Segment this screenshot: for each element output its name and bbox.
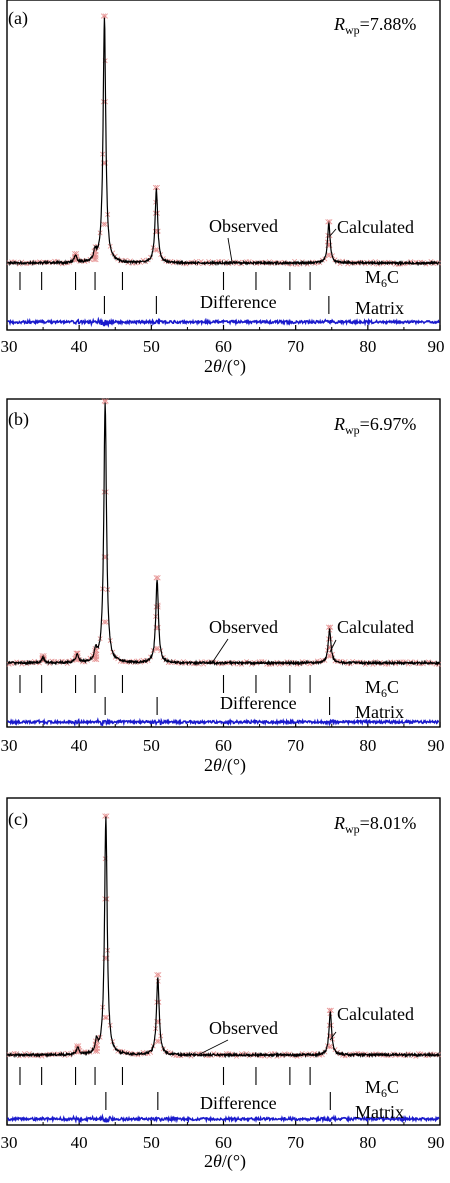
x-tick-label: 80 xyxy=(359,337,376,356)
x-axis-title-prefix: 2 xyxy=(204,356,213,376)
x-axis-title: 2θ/(°) xyxy=(204,1151,246,1172)
difference-label: Difference xyxy=(200,1093,277,1113)
m6c-phase-tail: C xyxy=(387,1077,399,1097)
rwp-label: Rwp=7.88% xyxy=(333,14,416,37)
x-tick-label: 80 xyxy=(359,736,376,755)
matrix-phase-label: Matrix xyxy=(355,1102,404,1122)
m6c-phase-subscript: 6 xyxy=(381,1086,387,1100)
matrix-phase-label: Matrix xyxy=(355,298,404,318)
x-axis-title-prefix: 2 xyxy=(204,1151,213,1171)
xrd-panel-c: 30 40 50 60 70 80 90 (c) Rwp=8.01% Observed Calcul… xyxy=(1,797,445,1172)
rwp-value: =6.97% xyxy=(360,414,417,434)
calculated-leader-line xyxy=(329,228,337,237)
m6c-phase-tail: C xyxy=(387,267,399,287)
x-tick-label: 60 xyxy=(215,1133,232,1152)
observed-label: Observed xyxy=(209,1018,278,1038)
x-axis-title: 2θ/(°) xyxy=(204,356,246,377)
calculated-leader-line xyxy=(329,1031,337,1041)
difference-series xyxy=(7,316,440,328)
m6c-phase-label: M6C xyxy=(365,677,399,700)
x-tick-label: 90 xyxy=(428,736,445,755)
panel-label: (b) xyxy=(8,409,29,430)
difference-series xyxy=(7,717,440,727)
x-tick-label: 90 xyxy=(428,1133,445,1152)
x-axis-title-prefix: 2 xyxy=(204,755,213,775)
x-tick-label: 30 xyxy=(1,736,18,755)
xrd-panel-b: 30 40 50 60 70 80 90 (b) Rwp=6.97% Observed Calcul… xyxy=(1,398,445,776)
x-tick-label: 40 xyxy=(71,1133,88,1152)
matrix-phase-label: Matrix xyxy=(355,702,404,722)
rwp-subscript: wp xyxy=(345,822,360,836)
x-tick-label: 90 xyxy=(428,337,445,356)
x-tick-label: 60 xyxy=(215,337,232,356)
m6c-phase-subscript: 6 xyxy=(381,686,387,700)
panel-label: (c) xyxy=(8,809,28,830)
calculated-series xyxy=(7,17,440,267)
rwp-label: Rwp=6.97% xyxy=(333,414,416,437)
rwp-symbol: R xyxy=(333,14,345,34)
m6c-phase-letter: M xyxy=(365,1077,381,1097)
rwp-value: =7.88% xyxy=(360,14,417,34)
x-tick-label: 80 xyxy=(359,1133,376,1152)
calculated-label: Calculated xyxy=(337,1004,414,1024)
rwp-symbol: R xyxy=(333,414,345,434)
x-axis-title-theta: θ xyxy=(213,755,222,775)
m6c-phase-letter: M xyxy=(365,267,381,287)
x-tick-label: 50 xyxy=(143,1133,160,1152)
rwp-value: =8.01% xyxy=(360,813,417,833)
panel-label: (a) xyxy=(8,8,28,29)
x-axis-title: 2θ/(°) xyxy=(204,755,246,776)
m6c-phase-subscript: 6 xyxy=(381,276,387,290)
m6c-phase-label: M6C xyxy=(365,267,399,290)
observed-label: Observed xyxy=(209,617,278,637)
x-tick-label: 50 xyxy=(143,736,160,755)
x-axis-title-suffix: /(°) xyxy=(222,356,246,377)
m6c-phase-letter: M xyxy=(365,677,381,697)
x-axis-title-suffix: /(°) xyxy=(222,755,246,776)
observed-leader-line xyxy=(211,638,229,664)
difference-series xyxy=(7,1113,440,1124)
calculated-leader-line xyxy=(329,639,337,653)
xrd-panel-a: 30 40 50 60 70 80 90 (a) Rwp=7.88% Observed Calcul… xyxy=(1,0,445,377)
calculated-label: Calculated xyxy=(337,617,414,637)
calculated-series xyxy=(7,402,440,667)
x-tick-label: 30 xyxy=(1,1133,18,1152)
m6c-phase-tail: C xyxy=(387,677,399,697)
rwp-symbol: R xyxy=(333,813,345,833)
x-axis-title-suffix: /(°) xyxy=(222,1151,246,1172)
x-tick-label: 40 xyxy=(71,736,88,755)
x-tick-label: 40 xyxy=(71,337,88,356)
rwp-subscript: wp xyxy=(345,423,360,437)
difference-label: Difference xyxy=(220,693,297,713)
rwp-label: Rwp=8.01% xyxy=(333,813,416,836)
x-tick-label: 60 xyxy=(215,736,232,755)
observed-leader-line xyxy=(227,237,233,263)
x-tick-label: 70 xyxy=(287,736,304,755)
difference-label: Difference xyxy=(200,292,277,312)
m6c-phase-label: M6C xyxy=(365,1077,399,1100)
x-tick-label: 70 xyxy=(287,1133,304,1152)
x-tick-label: 70 xyxy=(287,337,304,356)
rwp-subscript: wp xyxy=(345,23,360,37)
x-tick-label: 50 xyxy=(143,337,160,356)
calculated-label: Calculated xyxy=(337,217,414,237)
x-tick-label: 30 xyxy=(1,337,18,356)
x-axis-title-theta: θ xyxy=(213,1151,222,1171)
observed-label: Observed xyxy=(209,216,278,236)
observed-leader-line xyxy=(199,1039,229,1055)
calculated-series xyxy=(7,816,440,1059)
x-axis-title-theta: θ xyxy=(213,356,222,376)
